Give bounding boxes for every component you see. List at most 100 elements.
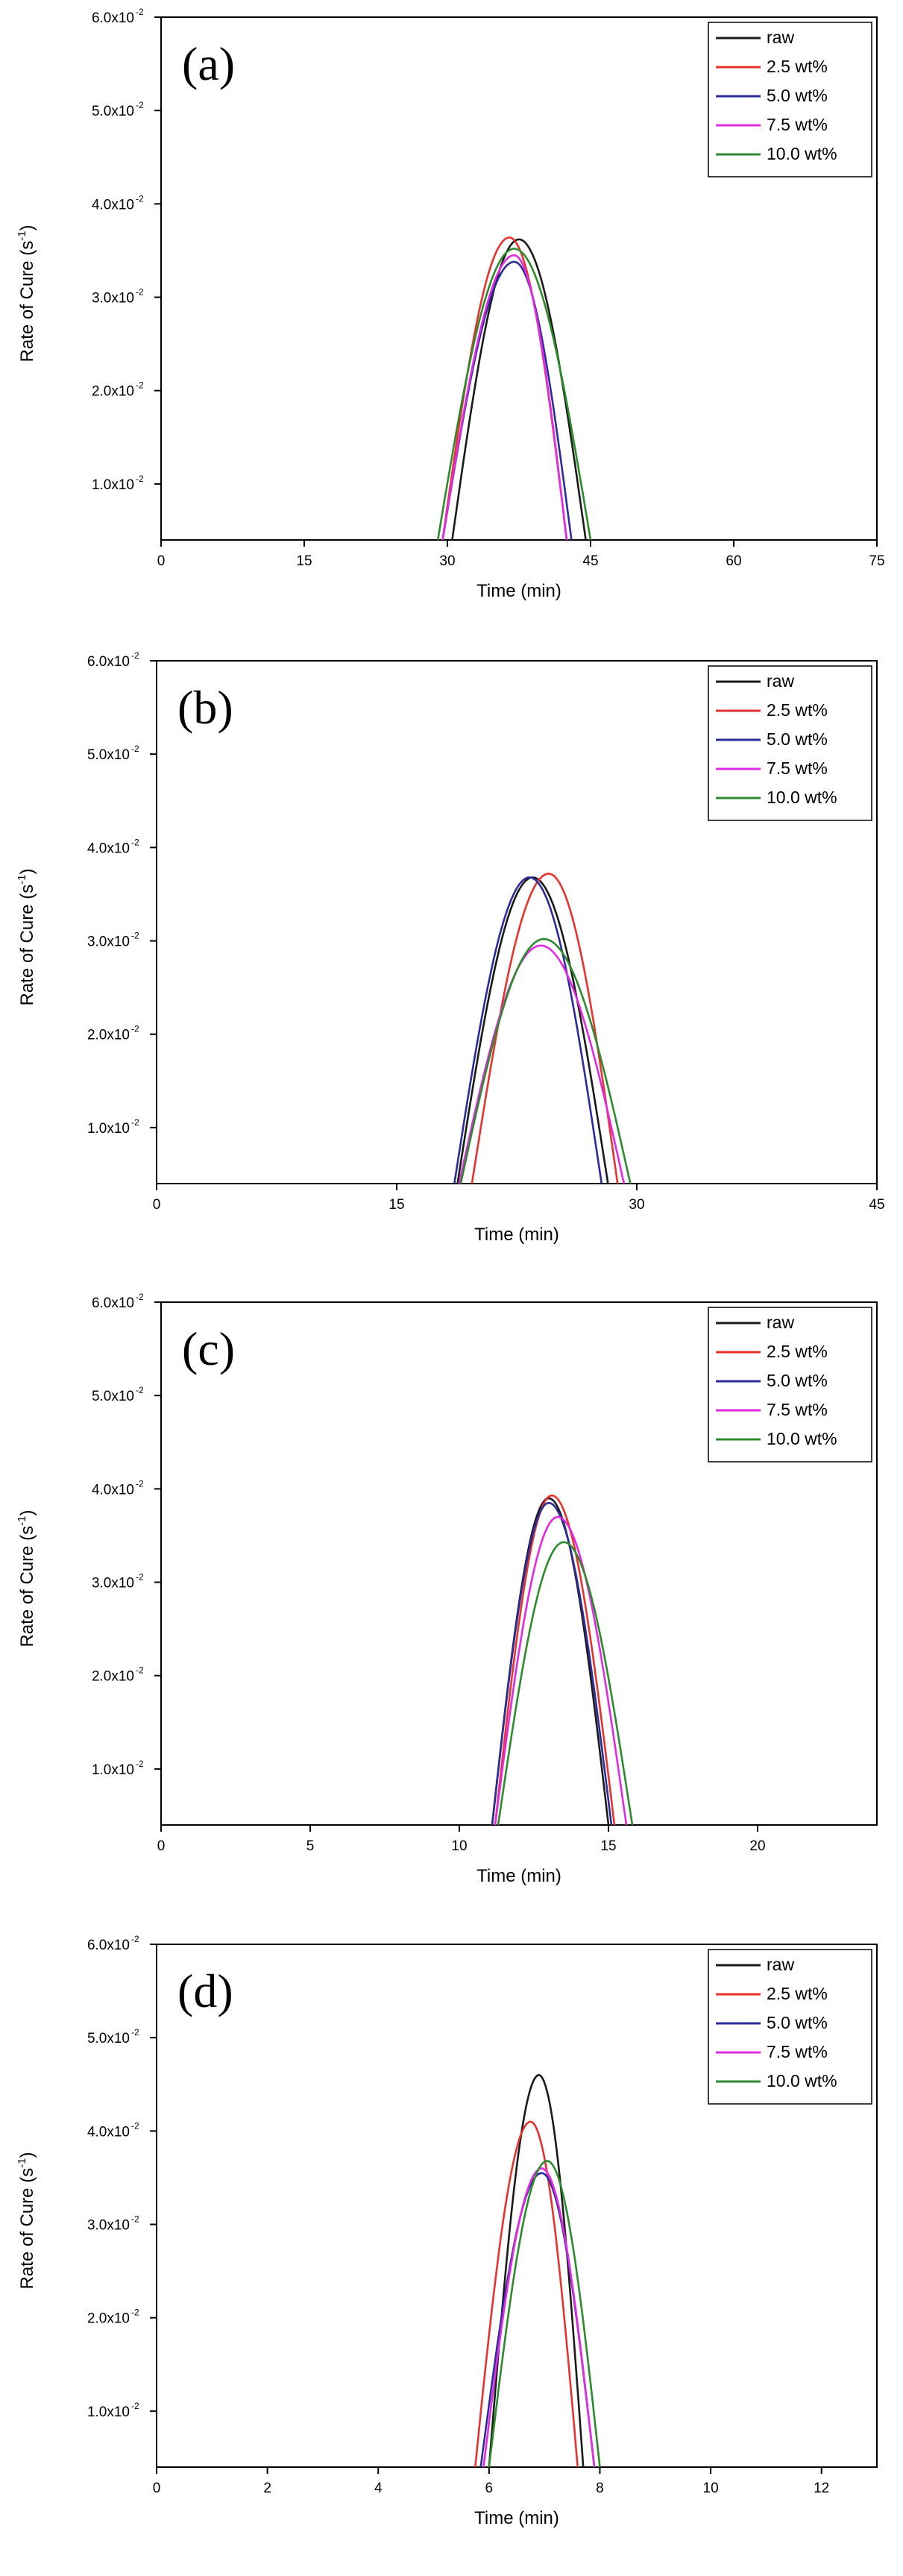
plot-frame: [156, 1944, 878, 2468]
y-tick-exponent: -2: [136, 1572, 144, 1583]
x-tick-label: 8: [596, 2481, 604, 2496]
plot-frame: [160, 1301, 878, 1826]
y-tick-label: 2.0x10: [92, 1669, 134, 1685]
y-tick-label: 3.0x10: [92, 291, 134, 307]
y-axis-title: Rate of Cure (s-1): [16, 224, 37, 362]
y-tick-label: 2.0x10: [92, 384, 134, 400]
series-line-5-0-wt-: [491, 1502, 613, 1825]
y-tick-label: 6.0x10: [92, 1295, 134, 1311]
y-tick-label: 4.0x10: [87, 841, 130, 856]
legend-label: 5.0 wt%: [767, 2013, 828, 2032]
legend-box: [708, 22, 872, 178]
x-tick-label: 12: [814, 2481, 829, 2496]
series-line-2-5-wt-: [494, 1495, 616, 1825]
x-tick-label: 0: [157, 1838, 166, 1854]
series-line-2-5-wt-: [471, 873, 619, 1184]
y-tick-exponent: -2: [136, 7, 144, 17]
y-tick-label: 6.0x10: [87, 1938, 130, 1953]
x-axis-title: Time (min): [476, 581, 561, 601]
legend-label: 7.5 wt%: [767, 2042, 828, 2061]
legend: raw 2.5 wt% 5.0 wt% 7.5 wt% 10.0 wt%: [708, 1307, 872, 1463]
x-axis-title: Time (min): [474, 1225, 559, 1245]
x-tick-label: 10: [451, 1838, 467, 1854]
y-tick-label: 4.0x10: [92, 197, 134, 213]
y-tick-label: 4.0x10: [87, 2124, 130, 2140]
x-axis-title: Time (min): [474, 2508, 559, 2528]
x-tick-label: 75: [869, 553, 884, 569]
x-tick-label: 20: [749, 1838, 765, 1854]
x-tick-label: 5: [306, 1838, 315, 1854]
y-axis-title: Rate of Cure (s-1): [16, 1510, 37, 1647]
legend-label: 10.0 wt%: [767, 2071, 837, 2090]
x-tick-label: 30: [629, 1197, 644, 1213]
chart-panel-1: 0 15 30 45 60 751.0x10 -22.0x10 -23.0x10 -24.0x1…: [16, 7, 885, 601]
y-tick-label: 6.0x10: [87, 654, 130, 670]
y-tick-exponent: -2: [131, 650, 139, 661]
series-line-10-0-wt-: [497, 1541, 634, 1825]
x-tick-label: 60: [726, 553, 741, 569]
y-tick-label: 1.0x10: [92, 477, 134, 493]
y-tick-label: 5.0x10: [87, 747, 130, 763]
y-tick-exponent: -2: [136, 474, 144, 484]
y-tick-exponent: -2: [136, 1759, 144, 1769]
y-tick-exponent: -2: [131, 1934, 139, 1944]
legend-label: raw: [767, 1955, 794, 1974]
y-tick-exponent: -2: [136, 100, 144, 110]
legend-label: raw: [767, 1313, 794, 1332]
legend-box: [708, 665, 872, 821]
y-tick-label: 5.0x10: [92, 1389, 134, 1404]
series-line-7-5-wt-: [482, 2167, 596, 2467]
x-tick-label: 0: [157, 553, 166, 569]
y-tick-exponent: -2: [131, 2027, 139, 2038]
y-tick-label: 4.0x10: [92, 1482, 134, 1498]
legend-label: raw: [767, 671, 794, 691]
x-tick-label: 15: [388, 1197, 404, 1213]
legend-label: 5.0 wt%: [767, 86, 828, 105]
y-tick-exponent: -2: [136, 1665, 144, 1676]
y-tick-label: 6.0x10: [92, 10, 134, 26]
y-tick-exponent: -2: [131, 2308, 139, 2318]
legend-label: 5.0 wt%: [767, 1371, 828, 1390]
y-tick-exponent: -2: [136, 380, 144, 391]
y-tick-exponent: -2: [131, 2401, 139, 2411]
y-tick-exponent: -2: [136, 193, 144, 204]
y-tick-exponent: -2: [136, 287, 144, 298]
x-tick-label: 15: [296, 553, 312, 569]
legend-label: 7.5 wt%: [767, 758, 828, 778]
panel-label: (c): [182, 1322, 235, 1375]
y-tick-label: 3.0x10: [87, 934, 130, 950]
x-tick-label: 10: [703, 2481, 719, 2496]
y-axis-title: Rate of Cure (s-1): [16, 2152, 37, 2289]
y-tick-exponent: -2: [131, 744, 139, 754]
x-tick-label: 0: [153, 1197, 161, 1213]
y-tick-exponent: -2: [131, 837, 139, 847]
legend-label: 7.5 wt%: [767, 115, 828, 134]
y-tick-label: 3.0x10: [87, 2218, 130, 2234]
legend: raw 2.5 wt% 5.0 wt% 7.5 wt% 10.0 wt%: [708, 22, 872, 178]
plot-frame: [156, 660, 878, 1184]
y-tick-exponent: -2: [136, 1385, 144, 1395]
legend-label: 5.0 wt%: [767, 729, 828, 749]
legend: raw 2.5 wt% 5.0 wt% 7.5 wt% 10.0 wt%: [708, 665, 872, 821]
x-tick-label: 15: [600, 1838, 616, 1854]
legend: raw 2.5 wt% 5.0 wt% 7.5 wt% 10.0 wt%: [708, 1949, 872, 2105]
x-tick-label: 45: [869, 1197, 884, 1213]
x-tick-label: 30: [439, 553, 455, 569]
chart-panel-4: 0 2 4 6 8 10 121.0x10 -22.0x10 -23.0x10 -24.0x10-…: [16, 1934, 878, 2528]
chart-panel-3: 0 5 10 15 201.0x10 -22.0x10 -23.0x10 -24.0x10 -2…: [16, 1292, 878, 1886]
plot-frame: [160, 16, 878, 541]
series-line-10-0-wt-: [488, 2160, 601, 2467]
x-tick-label: 4: [374, 2481, 383, 2496]
y-axis-title: Rate of Cure (s-1): [16, 868, 37, 1005]
panel-label: (d): [177, 1964, 233, 2017]
x-tick-label: 2: [263, 2481, 271, 2496]
y-tick-exponent: -2: [131, 1024, 139, 1034]
chart-panel-2: 0 15 30 451.0x10 -22.0x10 -23.0x10 -24.0x10 -25…: [16, 650, 885, 1245]
series-line-7-5-wt-: [458, 944, 626, 1184]
y-tick-label: 5.0x10: [87, 2031, 130, 2046]
y-tick-label: 5.0x10: [92, 104, 134, 119]
y-tick-label: 1.0x10: [92, 1762, 134, 1778]
legend-label: raw: [767, 28, 794, 47]
y-tick-exponent: -2: [131, 1117, 139, 1128]
